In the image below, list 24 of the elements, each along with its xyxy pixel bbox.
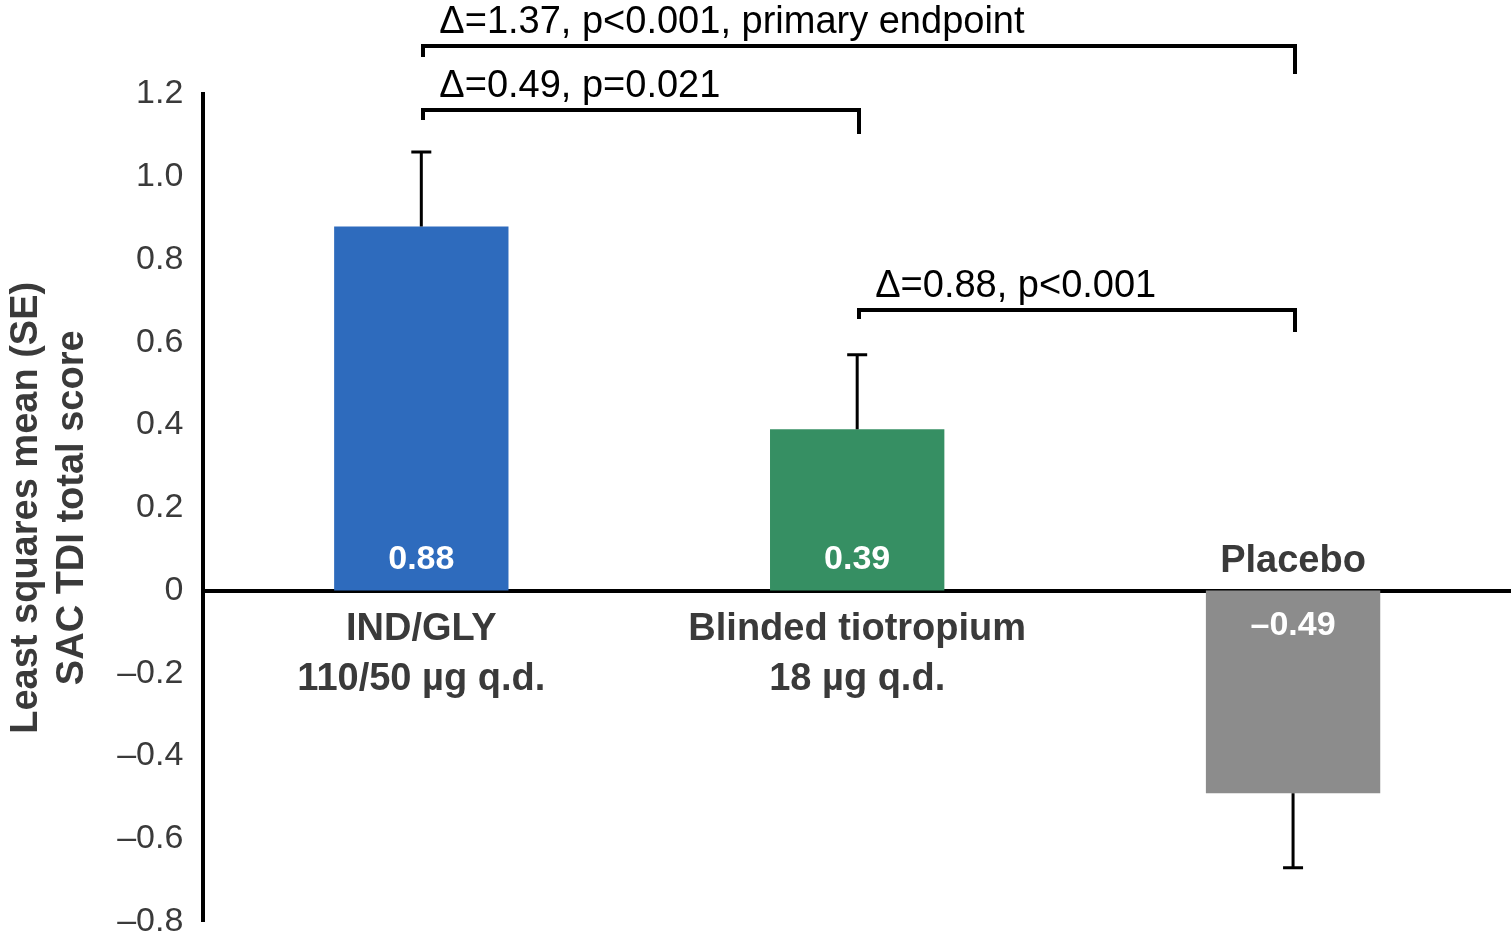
data-label: 0.88	[388, 537, 455, 576]
data-label: 0.39	[824, 537, 891, 576]
annotation: Δ=0.49, p=0.021	[439, 63, 721, 106]
text: Δ=1.37, p<0.001, primary endpoint	[439, 0, 1025, 42]
y-tick-label: –0.4	[117, 734, 184, 773]
y-tick-label: 0	[164, 568, 184, 607]
y-tick-label: 0.4	[136, 403, 184, 442]
x-tick-label: IND/GLY 110/50 µg q.d.	[297, 606, 546, 699]
x-tick-label: Placebo	[1220, 538, 1366, 581]
y-tick-label: –0.2	[117, 651, 184, 690]
y-tick-label: –0.8	[117, 899, 184, 938]
y-tick-label: 0.8	[136, 237, 184, 276]
y-tick-label: 0.2	[136, 486, 184, 525]
y-tick-label: 0.6	[136, 320, 184, 359]
y-tick-label: 1.0	[136, 155, 184, 194]
annotation: Δ=0.88, p<0.001	[875, 263, 1157, 306]
x-tick-label: Blinded tiotropium 18 µg q.d.	[688, 606, 1027, 699]
y-axis-title: Least squares mean (SE) SAC TDI total score	[3, 281, 91, 734]
bar	[770, 429, 945, 591]
bar	[334, 226, 509, 591]
y-tick-label: 1.2	[136, 72, 184, 111]
data-label: –0.49	[1250, 603, 1336, 642]
bar	[1205, 590, 1381, 794]
y-tick-label: –0.6	[117, 817, 184, 856]
